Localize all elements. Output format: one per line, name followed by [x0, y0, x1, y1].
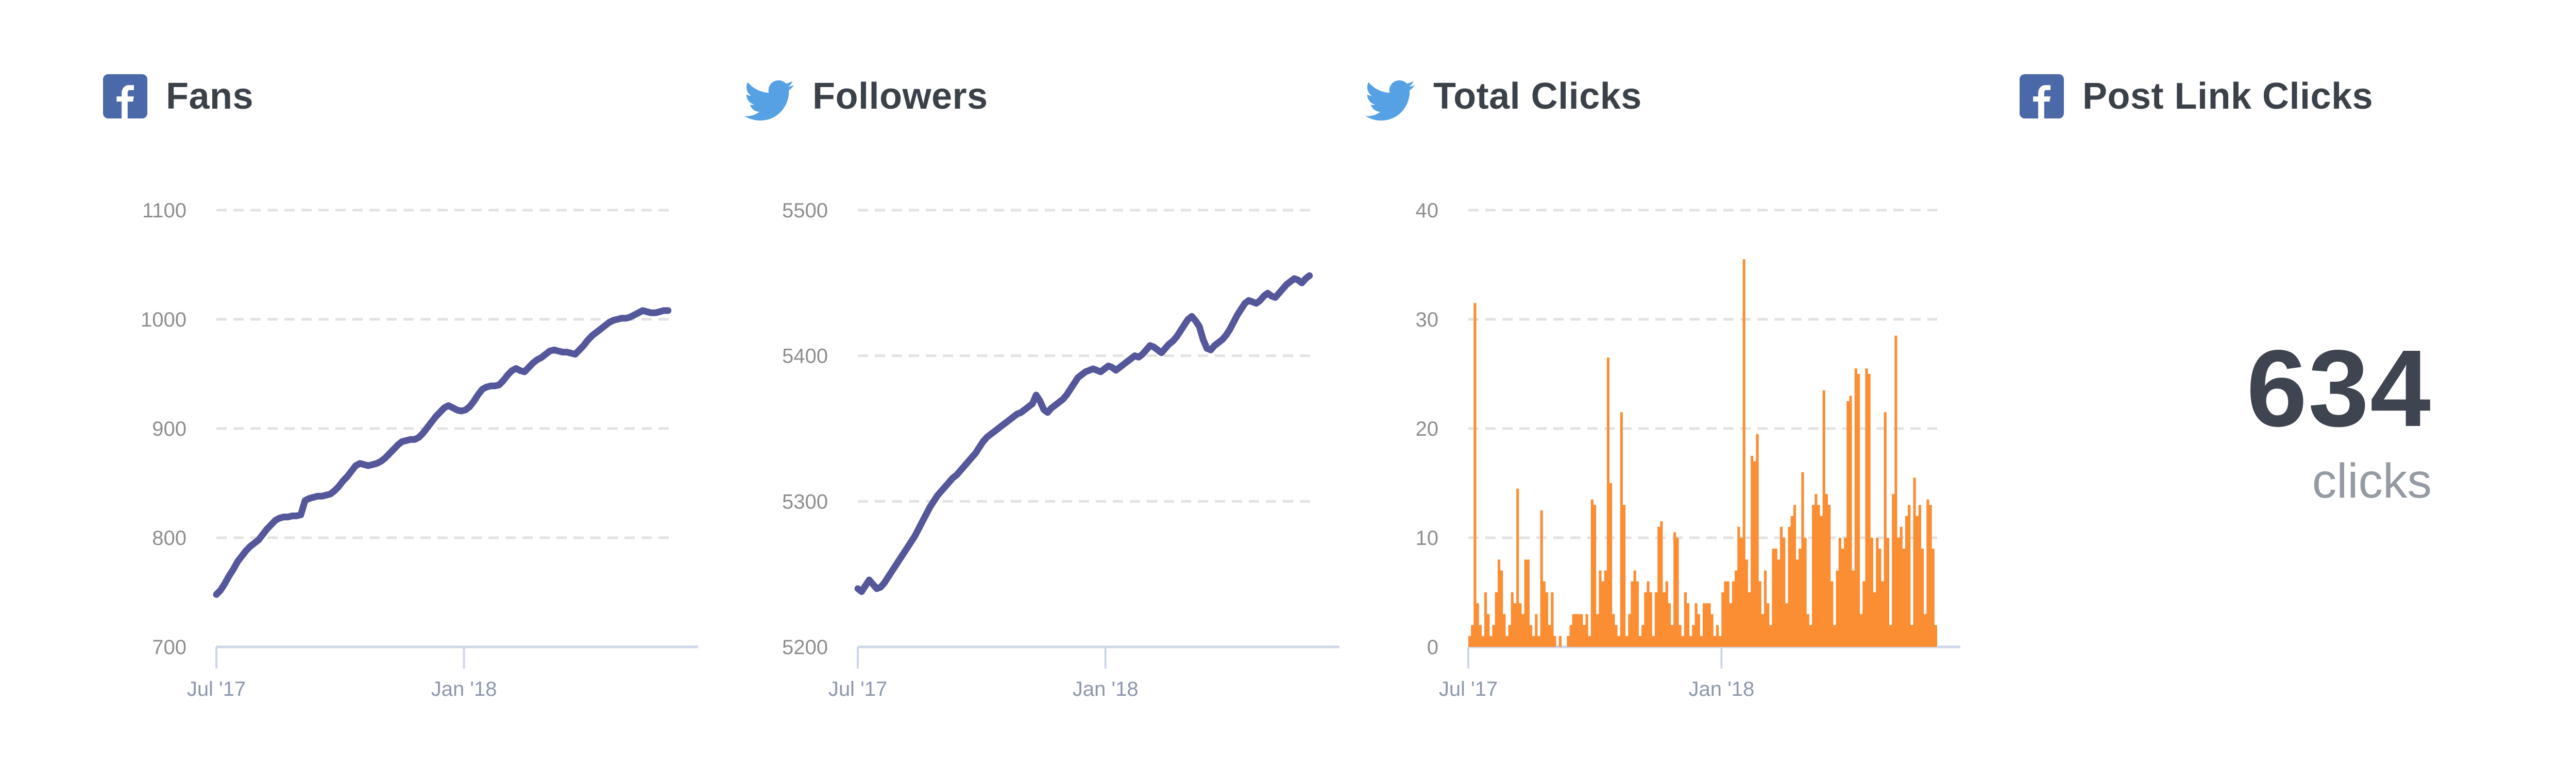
x-tick-label: Jul '17 — [1439, 678, 1498, 700]
total-clicks-chart: 0 10 20 30 40 Jul '17 Jan '18 — [1350, 175, 1968, 767]
panel-header-followers: Followers — [744, 74, 988, 121]
y-tick-label: 20 — [1416, 418, 1439, 440]
chart-canvas: 5200 5300 5400 5500 Jul '17 Jan '18 — [782, 199, 1340, 700]
x-tick-label: Jan '18 — [1073, 678, 1139, 700]
x-tick-label: Jan '18 — [1689, 678, 1755, 700]
panel-header-fans: Fans — [103, 74, 253, 119]
panel-twitter-total-clicks: Total Clicks 0 10 20 30 40 Jul '17 Jan '18 — [1350, 0, 1978, 767]
line-series — [213, 307, 672, 598]
y-tick-label: 700 — [152, 636, 187, 659]
twitter-icon — [1365, 76, 1415, 121]
panel-title: Followers — [812, 76, 988, 117]
chart-canvas: 700 800 900 1000 1100 Jul '17 Jan '18 — [141, 199, 698, 700]
y-tick-label: 40 — [1416, 199, 1439, 222]
y-tick-label: 5300 — [782, 490, 828, 513]
area-series — [1468, 259, 1937, 647]
panel-facebook-fans: Fans 700 800 900 1000 1100 Jul '17 Jan '18 — [88, 0, 716, 767]
y-tick-label: 5500 — [782, 199, 828, 222]
y-tick-label: 900 — [152, 418, 187, 440]
panel-header-total-clicks: Total Clicks — [1365, 74, 1642, 121]
twitter-icon — [744, 76, 794, 121]
y-tick-label: 1000 — [141, 309, 187, 331]
panel-title: Fans — [166, 76, 254, 117]
y-tick-label: 30 — [1416, 309, 1439, 331]
panel-title: Post Link Clicks — [2082, 76, 2374, 117]
y-tick-label: 0 — [1427, 636, 1438, 659]
y-tick-label: 1100 — [142, 199, 187, 222]
line-series — [854, 272, 1313, 595]
facebook-icon — [2020, 74, 2064, 118]
y-tick-label: 5200 — [782, 636, 828, 659]
y-tick-label: 5400 — [782, 345, 828, 368]
x-tick-label: Jan '18 — [431, 678, 497, 700]
panel-twitter-followers: Followers 5200 5300 5400 5500 Jul '17 Jan '18 — [729, 0, 1358, 767]
y-tick-label: 10 — [1416, 527, 1439, 550]
facebook-icon — [103, 74, 147, 118]
chart-canvas: 0 10 20 30 40 Jul '17 Jan '18 — [1416, 199, 1960, 700]
x-tick-label: Jul '17 — [828, 678, 887, 700]
fans-chart: 700 800 900 1000 1100 Jul '17 Jan '18 — [88, 175, 706, 767]
metric-value: 634 — [2246, 327, 2432, 449]
metric-label: clicks — [2312, 454, 2432, 508]
post-link-clicks-metric: 634 clicks — [2004, 334, 2432, 508]
y-tick-label: 800 — [152, 527, 187, 550]
x-tick-label: Jul '17 — [187, 678, 246, 700]
followers-chart: 5200 5300 5400 5500 Jul '17 Jan '18 — [729, 175, 1347, 767]
panel-facebook-post-link-clicks: Post Link Clicks 634 clicks — [2004, 0, 2576, 767]
panel-header-post-link-clicks: Post Link Clicks — [2020, 74, 2373, 119]
panel-title: Total Clicks — [1433, 76, 1642, 117]
